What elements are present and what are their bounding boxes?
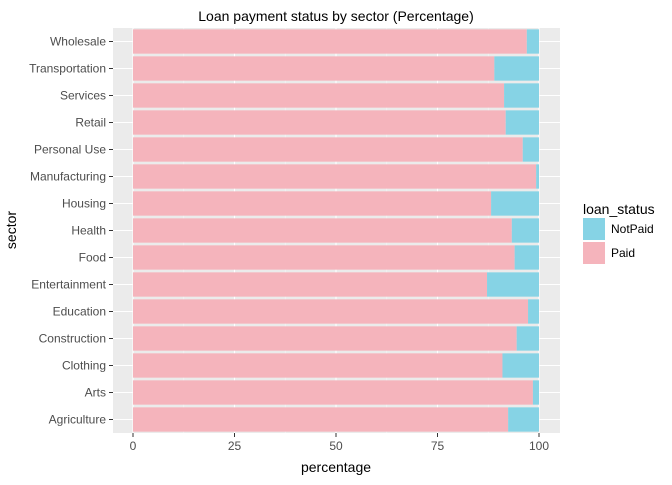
y-tick-label: Housing xyxy=(62,197,106,211)
bar-paid-wholesale xyxy=(133,29,527,54)
bars xyxy=(133,29,539,432)
x-tick-label: 50 xyxy=(329,439,343,453)
legend-label-paid: Paid xyxy=(611,246,635,260)
y-tick-label: Transportation xyxy=(29,62,106,76)
bar-paid-manufacturing xyxy=(133,164,537,189)
y-tick-label: Education xyxy=(53,305,106,319)
bar-paid-clothing xyxy=(133,353,503,378)
bar-notpaid-construction xyxy=(516,326,539,351)
bar-notpaid-education xyxy=(528,299,539,324)
bar-paid-services xyxy=(133,83,505,108)
legend-title: loan_status xyxy=(583,201,655,217)
x-tick-label: 100 xyxy=(529,439,549,453)
y-tick-label: Arts xyxy=(85,386,106,400)
chart-title: Loan payment status by sector (Percentag… xyxy=(198,8,473,24)
y-axis-title: sector xyxy=(3,211,19,249)
legend: loan_status NotPaid Paid xyxy=(583,201,655,264)
y-tick-label: Health xyxy=(71,224,106,238)
bar-notpaid-housing xyxy=(491,191,539,216)
bar-paid-agriculture xyxy=(133,407,509,432)
bar-notpaid-health xyxy=(511,218,539,243)
x-axis: 0 25 50 75 100 xyxy=(130,433,549,453)
bar-notpaid-arts xyxy=(532,380,539,405)
bar-paid-transportation xyxy=(133,56,495,81)
bar-notpaid-retail xyxy=(505,110,539,135)
bar-notpaid-wholesale xyxy=(526,29,539,54)
bar-paid-entertainment xyxy=(133,272,488,297)
bar-paid-health xyxy=(133,218,512,243)
x-tick-label: 75 xyxy=(431,439,445,453)
bar-paid-personal-use xyxy=(133,137,523,162)
bar-notpaid-transportation xyxy=(494,56,539,81)
y-tick-label: Entertainment xyxy=(31,278,106,292)
y-tick-label: Personal Use xyxy=(34,143,106,157)
x-tick-label: 25 xyxy=(228,439,242,453)
y-tick-label: Agriculture xyxy=(49,413,107,427)
y-tick-label: Retail xyxy=(75,116,106,130)
y-tick-label: Wholesale xyxy=(50,35,106,49)
bar-notpaid-clothing xyxy=(502,353,539,378)
y-tick-label: Services xyxy=(60,89,106,103)
x-axis-title: percentage xyxy=(301,459,371,475)
bar-paid-arts xyxy=(133,380,533,405)
y-axis: Agriculture Arts Clothing Construction Educa… xyxy=(29,35,113,427)
bar-notpaid-entertainment xyxy=(487,272,539,297)
bar-paid-housing xyxy=(133,191,492,216)
bar-notpaid-manufacturing xyxy=(536,164,539,189)
bar-notpaid-food xyxy=(514,245,539,270)
legend-key-paid xyxy=(583,242,605,264)
bar-notpaid-agriculture xyxy=(508,407,539,432)
legend-label-notpaid: NotPaid xyxy=(611,222,654,236)
legend-key-notpaid xyxy=(583,218,605,240)
bar-paid-retail xyxy=(133,110,506,135)
bar-notpaid-services xyxy=(504,83,539,108)
bar-notpaid-personal-use xyxy=(522,137,539,162)
y-tick-label: Construction xyxy=(39,332,106,346)
x-tick-label: 0 xyxy=(130,439,137,453)
bar-paid-education xyxy=(133,299,529,324)
y-tick-label: Food xyxy=(79,251,106,265)
bar-paid-food xyxy=(133,245,515,270)
y-tick-label: Clothing xyxy=(62,359,106,373)
bar-paid-construction xyxy=(133,326,517,351)
y-tick-label: Manufacturing xyxy=(30,170,106,184)
